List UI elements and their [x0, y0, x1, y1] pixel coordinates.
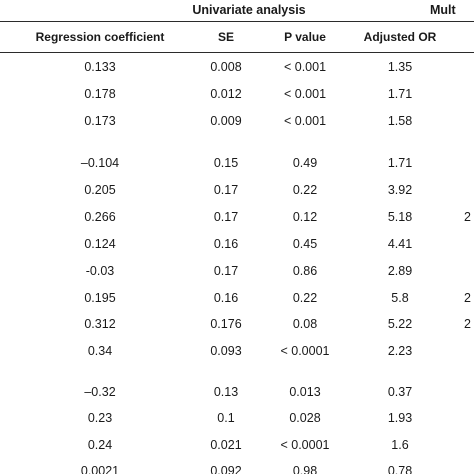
- cell-adjusted-or: 2.23: [387, 344, 413, 358]
- cell-p-value: 0.12: [292, 210, 318, 224]
- cell-se: 0.009: [210, 114, 242, 128]
- col-header-adjusted-or: Adjusted OR: [363, 30, 437, 44]
- cell-adjusted-or: 1.58: [387, 114, 413, 128]
- cell-regression-coefficient: 0.124: [84, 237, 116, 251]
- cell-adjusted-or: 1.93: [387, 411, 413, 425]
- univariate-analysis-header: Univariate analysis: [192, 3, 306, 17]
- cell-multivariate-clipped: [464, 261, 474, 281]
- cell-adjusted-or: 5.8: [391, 291, 409, 305]
- cell-adjusted-or: 5.18: [387, 210, 413, 224]
- cell-regression-coefficient: 0.178: [84, 87, 116, 101]
- cell-adjusted-or: 1.71: [387, 87, 413, 101]
- cell-se: 0.16: [213, 237, 239, 251]
- cell-se: 0.176: [210, 317, 242, 331]
- col-header-regression-coefficient: Regression coefficient: [35, 30, 165, 44]
- cell-regression-coefficient: 0.205: [84, 183, 116, 197]
- cell-p-value: 0.22: [292, 183, 318, 197]
- cell-se: 0.1: [217, 411, 235, 425]
- cell-regression-coefficient: 0.0021: [80, 464, 120, 474]
- cell-regression-coefficient: 0.23: [87, 411, 113, 425]
- cell-multivariate-clipped: [464, 180, 474, 200]
- col-header-se: SE: [217, 30, 234, 44]
- cell-multivariate-clipped: 2: [464, 317, 471, 331]
- cell-p-value: < 0.001: [283, 87, 327, 101]
- cell-p-value: 0.08: [292, 317, 318, 331]
- header-rule-top: [0, 21, 474, 22]
- cell-regression-coefficient: 0.34: [87, 344, 113, 358]
- col-header-p-value: P value: [284, 30, 326, 44]
- cell-se: 0.008: [210, 60, 242, 74]
- cell-multivariate-clipped: [464, 408, 474, 428]
- cell-adjusted-or: 0.78: [387, 464, 413, 474]
- cell-multivariate-clipped: 2: [464, 210, 471, 224]
- cell-regression-coefficient: 0.266: [84, 210, 116, 224]
- cell-se: 0.093: [210, 344, 242, 358]
- cell-adjusted-or: 1.35: [387, 60, 413, 74]
- cell-multivariate-clipped: [464, 111, 474, 131]
- cell-p-value: 0.45: [292, 237, 318, 251]
- header-rule-bottom: [0, 52, 474, 53]
- cell-se: 0.17: [213, 210, 239, 224]
- cell-multivariate-clipped: [464, 435, 474, 455]
- cell-p-value: < 0.001: [283, 60, 327, 74]
- cell-adjusted-or: 5.22: [387, 317, 413, 331]
- cell-se: 0.13: [213, 385, 239, 399]
- cell-p-value: 0.49: [292, 156, 318, 170]
- cell-se: 0.16: [213, 291, 239, 305]
- cell-adjusted-or: 4.41: [387, 237, 413, 251]
- cell-adjusted-or: 1.71: [387, 156, 413, 170]
- cell-p-value: < 0.0001: [280, 344, 330, 358]
- cell-p-value: 0.013: [289, 385, 321, 399]
- cell-se: 0.17: [213, 264, 239, 278]
- cell-multivariate-clipped: [464, 84, 474, 104]
- cell-se: 0.012: [210, 87, 242, 101]
- cell-regression-coefficient: 0.312: [84, 317, 116, 331]
- cell-p-value: 0.98: [292, 464, 318, 474]
- cell-se: 0.021: [210, 438, 242, 452]
- cell-p-value: 0.22: [292, 291, 318, 305]
- cell-adjusted-or: 2.89: [387, 264, 413, 278]
- cell-adjusted-or: 0.37: [387, 385, 413, 399]
- cell-regression-coefficient: -0.03: [85, 264, 115, 278]
- cell-regression-coefficient: –0.32: [84, 385, 116, 399]
- cell-p-value: 0.028: [289, 411, 321, 425]
- multivariate-analysis-header: Mult: [430, 3, 456, 17]
- cell-regression-coefficient: 0.173: [84, 114, 116, 128]
- cell-multivariate-clipped: [464, 234, 474, 254]
- cell-multivariate-clipped: [464, 382, 474, 402]
- cell-se: 0.092: [210, 464, 242, 474]
- cell-multivariate-clipped: [464, 341, 474, 361]
- cell-adjusted-or: 3.92: [387, 183, 413, 197]
- cell-regression-coefficient: –0.104: [80, 156, 120, 170]
- cell-multivariate-clipped: 2: [464, 291, 471, 305]
- cell-regression-coefficient: 0.133: [84, 60, 116, 74]
- cell-regression-coefficient: 0.24: [87, 438, 113, 452]
- cell-se: 0.17: [213, 183, 239, 197]
- cell-multivariate-clipped: [464, 57, 474, 77]
- cell-p-value: < 0.001: [283, 114, 327, 128]
- cell-p-value: < 0.0001: [280, 438, 330, 452]
- cell-adjusted-or: 1.6: [391, 438, 409, 452]
- cell-regression-coefficient: 0.195: [84, 291, 116, 305]
- cell-se: 0.15: [213, 156, 239, 170]
- cell-multivariate-clipped: [464, 153, 474, 173]
- cell-p-value: 0.86: [292, 264, 318, 278]
- cell-multivariate-clipped: [464, 461, 474, 474]
